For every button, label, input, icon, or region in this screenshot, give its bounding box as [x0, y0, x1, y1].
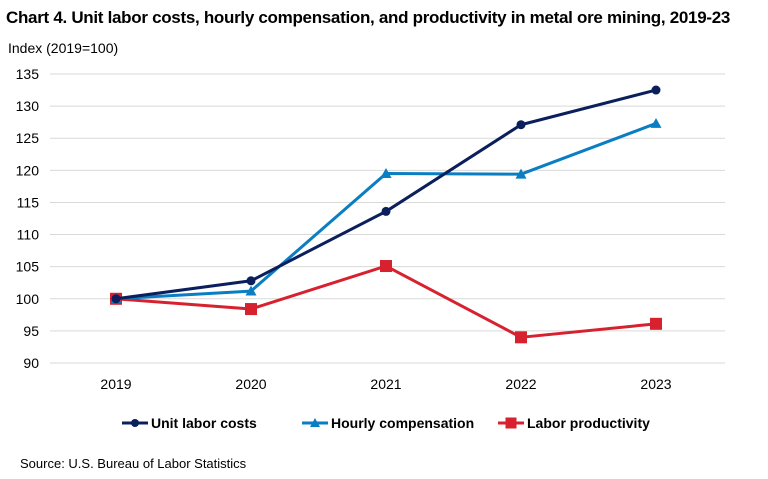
y-tick-label: 105 [16, 259, 40, 275]
y-tick-label: 120 [16, 162, 40, 178]
x-tick-label: 2021 [370, 376, 401, 392]
x-axis-ticks: 2019 2020 2021 2022 2023 [100, 376, 671, 392]
legend-label: Hourly compensation [331, 415, 474, 431]
x-tick-label: 2019 [100, 376, 131, 392]
gridlines [50, 73, 725, 364]
data-point-square [245, 303, 257, 316]
y-tick-label: 115 [17, 194, 40, 210]
series-group [110, 85, 662, 344]
x-tick-label: 2020 [235, 376, 266, 392]
data-point-triangle [245, 285, 257, 296]
y-tick-label: 90 [23, 355, 39, 371]
data-point-circle [516, 120, 526, 130]
legend-item: Unit labor costs [122, 415, 257, 431]
y-tick-label: 110 [17, 227, 40, 243]
legend: Unit labor costs Hourly compensation Labor… [122, 415, 650, 431]
x-tick-label: 2023 [640, 376, 671, 392]
chart-title: Chart 4. Unit labor costs, hourly compen… [6, 8, 731, 27]
source-note: Source: U.S. Bureau of Labor Statistics [20, 456, 247, 471]
data-point-triangle [380, 168, 392, 178]
data-point-square [505, 417, 517, 429]
data-point-circle [381, 206, 391, 216]
data-point-circle [651, 85, 661, 95]
y-tick-label: 135 [16, 66, 40, 82]
data-point-circle [131, 419, 139, 427]
x-tick-label: 2022 [505, 376, 536, 392]
series-labor-productivity [110, 260, 662, 344]
legend-label: Labor productivity [527, 415, 650, 431]
legend-item: Labor productivity [498, 415, 650, 431]
data-point-triangle [310, 418, 320, 427]
y-tick-label: 100 [16, 291, 40, 307]
data-point-square [650, 317, 662, 330]
y-tick-label: 125 [16, 130, 40, 146]
data-point-square [380, 260, 392, 273]
data-point-square [515, 331, 527, 344]
y-tick-label: 95 [23, 323, 39, 339]
data-point-circle [246, 276, 256, 286]
y-axis-label: Index (2019=100) [8, 40, 119, 56]
y-axis-ticks: 90 95 100 105 110 115 120 125 130 135 [16, 66, 40, 371]
y-tick-label: 130 [16, 98, 40, 114]
series-line [115, 264, 657, 339]
legend-label: Unit labor costs [151, 415, 257, 431]
data-point-triangle [650, 117, 662, 128]
legend-item: Hourly compensation [302, 415, 474, 431]
data-point-circle [111, 294, 121, 304]
data-point-triangle [515, 168, 527, 179]
series-unit-labor-costs [111, 85, 661, 304]
